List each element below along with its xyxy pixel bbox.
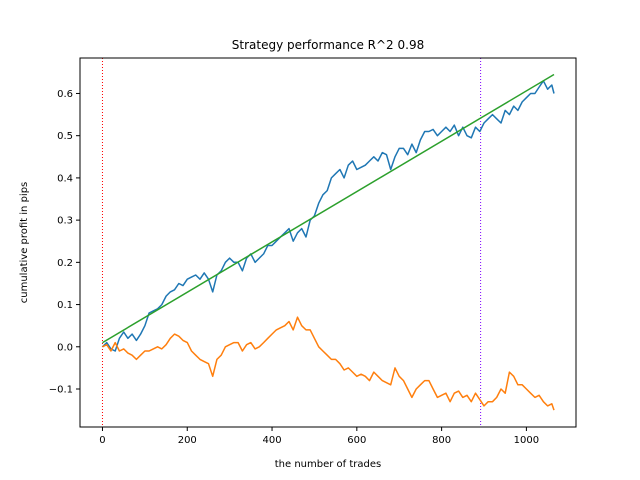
y-tick-label: 0.3 xyxy=(57,216,73,227)
x-axis-label: the number of trades xyxy=(275,459,381,470)
y-tick-label: 0.2 xyxy=(57,258,73,269)
y-tick-label: 0.0 xyxy=(57,342,73,353)
x-tick-label: 1000 xyxy=(514,435,539,446)
x-tick-label: 200 xyxy=(178,435,197,446)
series-line-1 xyxy=(101,80,555,352)
y-axis-label: cumulative profit in pips xyxy=(19,182,30,304)
x-tick-label: 400 xyxy=(262,435,281,446)
x-tick-label: 600 xyxy=(347,435,366,446)
chart-title: Strategy performance R^2 0.98 xyxy=(232,38,424,52)
plot-area xyxy=(101,58,555,427)
y-tick-label: 0.4 xyxy=(57,173,73,184)
series-line-3 xyxy=(102,73,555,344)
y-tick-label: 0.6 xyxy=(57,89,73,100)
y-tick-label: −0.1 xyxy=(49,385,73,396)
y-tick-label: 0.5 xyxy=(57,131,73,142)
axes-frame xyxy=(79,57,577,428)
x-tick-label: 0 xyxy=(99,435,105,446)
x-tick-label: 800 xyxy=(432,435,451,446)
series-line-2 xyxy=(102,316,555,411)
ticks: 0 200 400 600 800 1000 −0.1 0.0 0.1 0.2 0.3 0.4 0.5 0… xyxy=(49,89,539,446)
y-tick-label: 0.1 xyxy=(57,300,73,311)
